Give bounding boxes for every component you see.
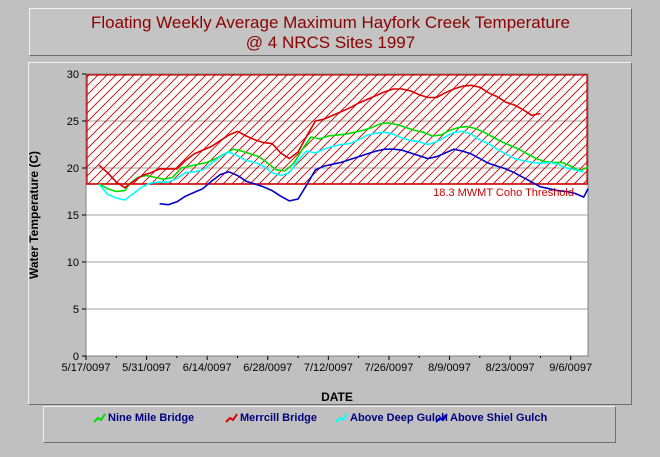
x-tick-label: 7/12/0097 <box>304 362 353 374</box>
y-tick-label: 10 <box>67 257 79 269</box>
x-tick-label: 8/9/0097 <box>428 362 471 374</box>
x-tick-label: 7/26/0097 <box>364 362 413 374</box>
series-line-above-deep-gulch <box>98 130 584 201</box>
x-axis-label: DATE <box>321 390 353 404</box>
y-tick-label: 5 <box>73 304 79 316</box>
x-tick-label: 5/17/0097 <box>62 362 111 374</box>
x-tick-label: 5/31/0097 <box>122 362 171 374</box>
chart-title-line2: @ 4 NRCS Sites 1997 <box>245 33 416 52</box>
x-tick-label: 6/28/0097 <box>243 362 292 374</box>
series-line-above-shiel-gulch <box>159 148 589 206</box>
legend-item-merrcill-bridge: Merrcill Bridge <box>224 410 354 440</box>
legend-swatch <box>93 413 106 423</box>
y-tick-label: 15 <box>67 210 79 222</box>
legend-swatch <box>225 413 238 423</box>
y-tick-label: 20 <box>67 163 79 175</box>
legend-label: Above Shiel Gulch <box>450 412 548 424</box>
line-chart: 0 5 10 15 20 25 30 5/17/0097 5/31/0097 6/14/0097 6… <box>29 69 592 404</box>
y-tick-label: 25 <box>67 116 79 128</box>
legend-label: Merrcill Bridge <box>240 412 318 424</box>
legend-item-above-deep-gulch: Above Deep Gulch <box>334 410 464 440</box>
y-axis-label: Water Temperature (C) <box>29 151 41 279</box>
chart-title-box: Floating Weekly Average Maximum Hayfork … <box>29 8 632 56</box>
legend-swatch <box>435 413 448 423</box>
legend-label: Nine Mile Bridge <box>108 412 195 424</box>
legend-item-nine-mile-bridge: Nine Mile Bridge <box>92 410 222 440</box>
x-tick-label: 8/23/0097 <box>486 362 535 374</box>
x-tick-label: 9/6/0097 <box>549 362 592 374</box>
threshold-label: 18.3 MWMT Coho Threshold <box>433 187 574 199</box>
series-line-merrcill-bridge <box>98 84 541 189</box>
legend-swatch <box>335 413 348 423</box>
legend-item-above-shiel-gulch: Above Shiel Gulch <box>434 410 564 440</box>
plot-panel: 0 5 10 15 20 25 30 5/17/0097 5/31/0097 6/14/0097 6… <box>28 62 632 405</box>
chart-title-line1: Floating Weekly Average Maximum Hayfork … <box>90 13 571 32</box>
y-tick-label: 0 <box>73 351 79 363</box>
legend-label: Above Deep Gulch <box>350 412 448 424</box>
x-tick-label: 6/14/0097 <box>183 362 232 374</box>
series-line-nine-mile-bridge <box>98 122 589 193</box>
legend: Nine Mile Bridge Merrcill Bridge Above Dee… <box>43 406 616 443</box>
y-tick-label: 30 <box>67 69 79 81</box>
threshold-region <box>86 74 588 184</box>
